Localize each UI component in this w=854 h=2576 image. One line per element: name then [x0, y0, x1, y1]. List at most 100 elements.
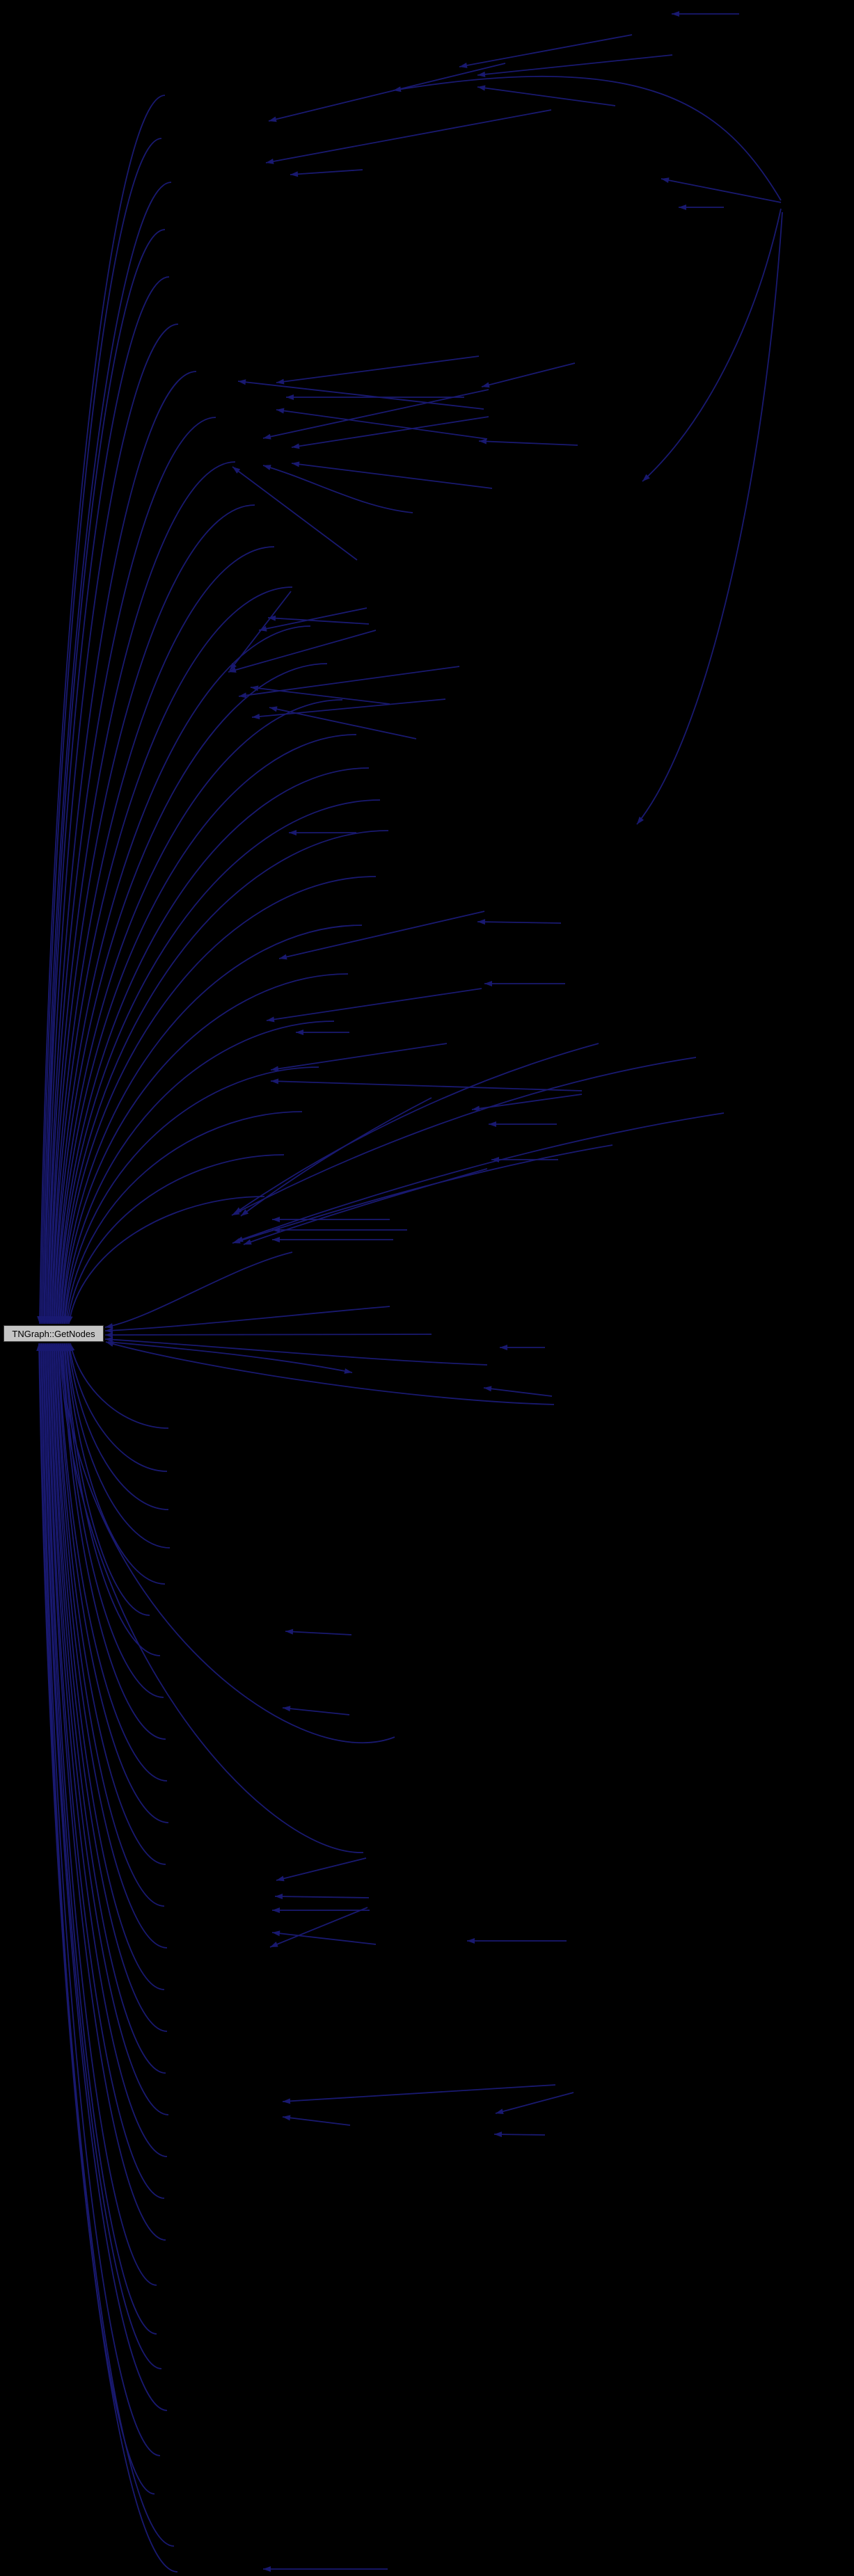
arrowhead-icon: [270, 1942, 278, 1947]
edge-path: [57, 767, 370, 1325]
edge-path: [285, 1631, 352, 1635]
arrowhead-icon: [263, 465, 271, 470]
edge-path: [282, 2116, 351, 2126]
arrowhead-icon: [477, 919, 486, 925]
edge-path: [233, 1043, 599, 1215]
edge-path: [52, 1343, 168, 2032]
edge-path: [477, 54, 673, 76]
arrowhead-icon: [472, 1105, 480, 1112]
edge-path: [481, 362, 576, 387]
arrowhead-icon: [283, 2098, 291, 2104]
arrowhead-icon: [230, 662, 237, 671]
arrowhead-icon: [494, 2131, 503, 2138]
arrowhead-icon: [271, 1078, 279, 1085]
arrowhead-icon: [252, 713, 260, 719]
arrowhead-icon: [283, 1706, 291, 1712]
arrowhead-icon: [496, 2109, 504, 2115]
edge-path: [49, 461, 236, 1325]
edge-path: [228, 630, 377, 673]
arrowhead-icon: [105, 1327, 113, 1334]
edge-path: [271, 1932, 377, 1945]
edge-path: [55, 699, 343, 1325]
edge-path: [265, 109, 552, 163]
edge-path: [58, 1343, 168, 1782]
arrowhead-icon: [276, 1875, 285, 1882]
edge-path: [56, 734, 357, 1325]
edge-path: [66, 1343, 171, 1549]
arrowhead-icon: [393, 86, 402, 93]
edge-path: [267, 617, 370, 625]
edge-path: [642, 208, 782, 482]
edge-path: [276, 1857, 367, 1881]
edge-path: [62, 973, 349, 1325]
edge-path: [495, 2092, 574, 2114]
arrowhead-icon: [276, 378, 285, 385]
edge-path: [64, 1343, 150, 1616]
arrowhead-icon: [292, 461, 300, 467]
edge-path: [459, 34, 633, 67]
edge-path: [57, 1343, 169, 1823]
arrowhead-icon: [276, 408, 285, 414]
edge-path: [65, 1343, 166, 1585]
edge-path: [42, 1343, 168, 2411]
arrowhead-icon: [269, 116, 277, 122]
arrowhead-icon: [477, 71, 486, 77]
edge-path: [47, 371, 197, 1325]
edge-path: [43, 229, 166, 1325]
arrowhead-icon: [637, 816, 644, 824]
edge-path: [53, 1343, 165, 1990]
arrowhead-icon: [672, 11, 679, 17]
edge-path: [240, 1097, 432, 1217]
edge-path: [65, 1111, 303, 1325]
edge-path: [270, 1043, 448, 1071]
edge-path: [278, 911, 485, 959]
edge-path: [61, 1343, 166, 1740]
edge-path: [636, 211, 783, 825]
edge-path: [282, 1707, 350, 1715]
edge-path: [39, 1343, 175, 2547]
function-node[interactable]: TNGraph::GetNodes: [3, 1325, 104, 1342]
arrowhead-icon: [467, 1938, 475, 1944]
arrowhead-icon: [482, 382, 490, 388]
arrowhead-icon: [279, 954, 287, 960]
arrowhead-icon: [105, 1323, 113, 1329]
edge-path: [282, 2084, 556, 2102]
edge-path: [59, 1343, 364, 1853]
edge-path: [478, 440, 578, 446]
arrowhead-icon: [244, 1239, 252, 1245]
arrowhead-icon: [105, 1336, 113, 1343]
edge-path: [61, 925, 363, 1325]
arrowhead-icon: [267, 1016, 275, 1023]
edge-path: [107, 1341, 353, 1373]
arrowhead-icon: [500, 1345, 507, 1350]
arrowhead-icon: [105, 1332, 113, 1338]
edge-path: [47, 1343, 165, 2199]
arrowhead-icon: [479, 438, 487, 445]
edge-path: [44, 276, 170, 1325]
arrowhead-icon: [36, 1343, 42, 1352]
edge-path: [104, 1334, 432, 1336]
arrowhead-icon: [228, 667, 237, 673]
edge-path: [45, 1343, 157, 2335]
arrowhead-icon: [268, 615, 276, 621]
edge-path: [262, 465, 413, 513]
arrowhead-icon: [489, 1121, 496, 1127]
arrowhead-icon: [239, 692, 247, 698]
edge-path: [269, 1907, 368, 1948]
edge-path: [51, 546, 275, 1325]
edge-path: [67, 1154, 285, 1325]
edge-path: [104, 1338, 488, 1366]
arrowhead-icon: [661, 177, 670, 184]
edge-path: [237, 381, 484, 410]
edge-path: [60, 1343, 395, 1744]
arrowhead-icon: [263, 433, 271, 440]
edge-path: [229, 591, 292, 671]
edge-path: [41, 1343, 161, 2456]
edge-path: [68, 1343, 168, 1472]
edge-path: [270, 1080, 583, 1091]
edge-path: [250, 687, 390, 705]
edge-path: [477, 86, 616, 106]
arrowhead-icon: [232, 1238, 241, 1244]
arrowhead-icon: [477, 85, 486, 91]
